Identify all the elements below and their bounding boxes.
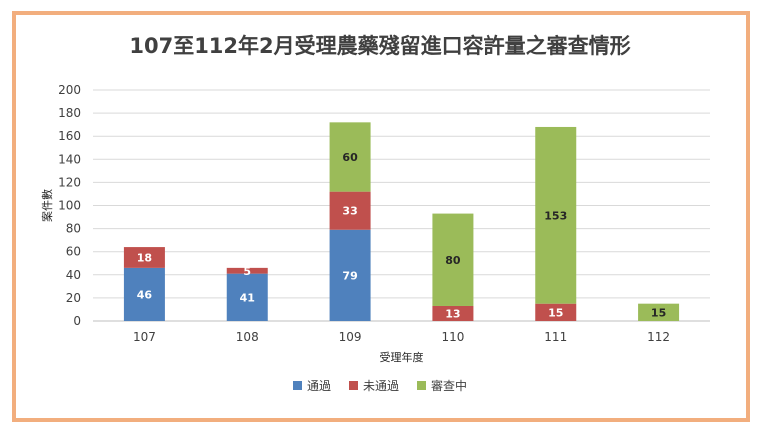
- y-tick-label: 200: [58, 83, 81, 97]
- bar-segment: [432, 213, 474, 306]
- legend-label: 未通過: [362, 379, 399, 393]
- data-label: 5: [243, 265, 251, 278]
- data-label: 153: [544, 209, 567, 222]
- y-tick-label: 160: [58, 129, 81, 143]
- y-tick-label: 100: [58, 199, 81, 213]
- legend-label: 審查中: [431, 379, 468, 393]
- bar-segment: [226, 273, 268, 321]
- legend-swatch: [417, 381, 426, 390]
- y-tick-label: 20: [66, 291, 81, 305]
- bar-segment: [123, 247, 165, 268]
- data-label: 41: [240, 291, 255, 304]
- data-label: 60: [342, 151, 358, 164]
- bars: [123, 122, 680, 321]
- y-tick-label: 40: [66, 268, 81, 282]
- y-tick-label: 80: [66, 222, 81, 236]
- y-tick-label: 140: [58, 152, 81, 166]
- data-label: 15: [548, 306, 563, 319]
- x-tick-label: 107: [133, 330, 156, 344]
- bar-segment: [329, 122, 371, 192]
- legend-item: 未通過: [348, 377, 399, 394]
- bar-segment: [638, 303, 680, 321]
- legend-swatch: [348, 381, 358, 390]
- bar-segment: [535, 126, 577, 304]
- bar-segment: [226, 267, 268, 274]
- data-label: 79: [342, 269, 357, 282]
- bar-segment: [329, 191, 371, 230]
- x-tick-label: 108: [236, 330, 259, 344]
- x-tick-label: 109: [339, 330, 362, 344]
- bar-segment: [535, 303, 577, 321]
- chart-title: 107至112年2月受理農藥殘留進口容許量之審查情形: [129, 34, 631, 58]
- data-label: 13: [445, 307, 460, 320]
- x-tick-label: 110: [441, 330, 464, 344]
- chart-frame: [12, 11, 750, 422]
- legend-label: 通過: [306, 379, 331, 393]
- legend: 通過 未通過 審查中: [0, 377, 760, 394]
- y-tick-label: 0: [73, 314, 81, 328]
- gridlines: [93, 89, 710, 322]
- legend-item: 通過: [292, 377, 331, 394]
- data-labels: 46 18 41 5 79 33 60 13 80 15 153 15: [137, 151, 666, 321]
- data-label: 46: [137, 288, 153, 301]
- y-tick-label: 120: [58, 175, 81, 189]
- x-axis-label: 受理年度: [380, 350, 424, 364]
- bar-segment: [123, 267, 165, 321]
- bar-segment: [329, 229, 371, 321]
- data-label: 15: [651, 306, 666, 319]
- data-label: 80: [445, 254, 461, 267]
- y-tick-label: 180: [58, 106, 81, 120]
- axis-ticks: 0 20 40 60 80 100 120 140 160 180 200 107 108 109 110 1…: [58, 83, 670, 344]
- x-tick-label: 112: [647, 330, 670, 344]
- bar-segment: [432, 305, 474, 321]
- legend-item: 審查中: [417, 377, 467, 394]
- legend-swatch: [292, 381, 302, 390]
- data-label: 18: [137, 251, 152, 264]
- data-label: 33: [342, 205, 357, 218]
- x-tick-label: 111: [544, 330, 567, 344]
- y-axis-label: 案件數: [40, 189, 54, 222]
- y-tick-label: 60: [66, 245, 81, 259]
